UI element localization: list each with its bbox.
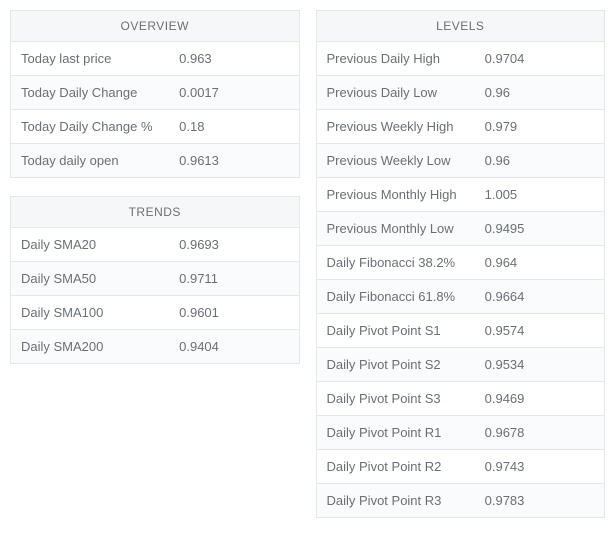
- table-row: Daily Pivot Point R30.9783: [317, 484, 605, 517]
- row-label: Daily SMA20: [11, 228, 169, 261]
- row-value: 0.9404: [169, 330, 298, 363]
- row-label: Daily SMA50: [11, 262, 169, 295]
- trends-body: Daily SMA200.9693Daily SMA500.9711Daily …: [11, 228, 299, 363]
- row-value: 0.96: [475, 76, 604, 109]
- row-value: 0.9601: [169, 296, 298, 329]
- row-value: 0.9693: [169, 228, 298, 261]
- trends-panel: TRENDS Daily SMA200.9693Daily SMA500.971…: [10, 196, 300, 364]
- row-label: Today Daily Change %: [11, 110, 169, 143]
- row-value: 0.9711: [169, 262, 298, 295]
- table-row: Daily SMA2000.9404: [11, 330, 299, 363]
- overview-header: OVERVIEW: [11, 11, 299, 42]
- table-row: Today Daily Change0.0017: [11, 76, 299, 110]
- table-row: Daily Pivot Point S30.9469: [317, 382, 605, 416]
- row-value: 1.005: [475, 178, 604, 211]
- row-label: Daily SMA100: [11, 296, 169, 329]
- levels-body: Previous Daily High0.9704Previous Daily …: [317, 42, 605, 517]
- row-label: Previous Weekly High: [317, 110, 475, 143]
- row-label: Daily Pivot Point S1: [317, 314, 475, 347]
- table-row: Daily Pivot Point S10.9574: [317, 314, 605, 348]
- row-value: 0.9469: [475, 382, 604, 415]
- row-label: Previous Monthly Low: [317, 212, 475, 245]
- table-row: Daily Fibonacci 61.8%0.9664: [317, 280, 605, 314]
- row-label: Previous Monthly High: [317, 178, 475, 211]
- row-label: Daily SMA200: [11, 330, 169, 363]
- row-label: Daily Fibonacci 61.8%: [317, 280, 475, 313]
- table-row: Daily SMA200.9693: [11, 228, 299, 262]
- table-row: Today daily open0.9613: [11, 144, 299, 177]
- row-label: Daily Pivot Point R1: [317, 416, 475, 449]
- row-label: Previous Daily High: [317, 42, 475, 75]
- table-row: Daily SMA500.9711: [11, 262, 299, 296]
- stats-container: OVERVIEW Today last price0.963Today Dail…: [10, 10, 605, 536]
- table-row: Previous Weekly High0.979: [317, 110, 605, 144]
- row-value: 0.0017: [169, 76, 298, 109]
- row-label: Previous Weekly Low: [317, 144, 475, 177]
- table-row: Daily Pivot Point R10.9678: [317, 416, 605, 450]
- trends-header: TRENDS: [11, 197, 299, 228]
- row-value: 0.963: [169, 42, 298, 75]
- row-value: 0.96: [475, 144, 604, 177]
- overview-panel: OVERVIEW Today last price0.963Today Dail…: [10, 10, 300, 178]
- row-value: 0.9783: [475, 484, 604, 517]
- left-column: OVERVIEW Today last price0.963Today Dail…: [10, 10, 300, 382]
- row-value: 0.9678: [475, 416, 604, 449]
- right-column: LEVELS Previous Daily High0.9704Previous…: [316, 10, 606, 536]
- row-label: Today Daily Change: [11, 76, 169, 109]
- row-value: 0.9743: [475, 450, 604, 483]
- row-value: 0.9664: [475, 280, 604, 313]
- table-row: Daily Fibonacci 38.2%0.964: [317, 246, 605, 280]
- row-label: Daily Fibonacci 38.2%: [317, 246, 475, 279]
- row-value: 0.9574: [475, 314, 604, 347]
- row-label: Daily Pivot Point S3: [317, 382, 475, 415]
- table-row: Daily Pivot Point R20.9743: [317, 450, 605, 484]
- row-value: 0.9534: [475, 348, 604, 381]
- row-value: 0.9495: [475, 212, 604, 245]
- row-value: 0.9704: [475, 42, 604, 75]
- table-row: Today Daily Change %0.18: [11, 110, 299, 144]
- table-row: Daily Pivot Point S20.9534: [317, 348, 605, 382]
- levels-header: LEVELS: [317, 11, 605, 42]
- row-label: Daily Pivot Point S2: [317, 348, 475, 381]
- levels-panel: LEVELS Previous Daily High0.9704Previous…: [316, 10, 606, 518]
- table-row: Previous Weekly Low0.96: [317, 144, 605, 178]
- table-row: Today last price0.963: [11, 42, 299, 76]
- row-label: Today last price: [11, 42, 169, 75]
- overview-body: Today last price0.963Today Daily Change0…: [11, 42, 299, 177]
- row-label: Daily Pivot Point R2: [317, 450, 475, 483]
- table-row: Previous Monthly High1.005: [317, 178, 605, 212]
- table-row: Previous Monthly Low0.9495: [317, 212, 605, 246]
- row-label: Daily Pivot Point R3: [317, 484, 475, 517]
- table-row: Previous Daily Low0.96: [317, 76, 605, 110]
- row-label: Today daily open: [11, 144, 169, 177]
- row-value: 0.964: [475, 246, 604, 279]
- row-label: Previous Daily Low: [317, 76, 475, 109]
- row-value: 0.9613: [169, 144, 298, 177]
- row-value: 0.979: [475, 110, 604, 143]
- table-row: Daily SMA1000.9601: [11, 296, 299, 330]
- row-value: 0.18: [169, 110, 298, 143]
- table-row: Previous Daily High0.9704: [317, 42, 605, 76]
